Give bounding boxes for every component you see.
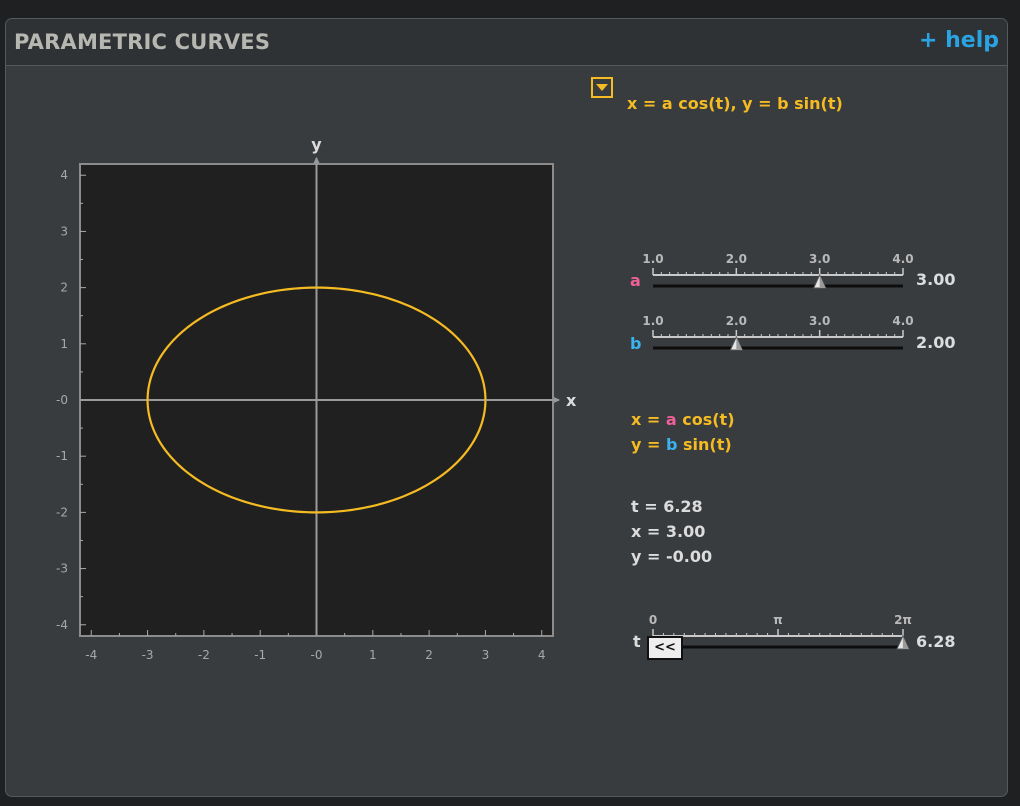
readout-y: y = -0.00 — [631, 547, 713, 566]
slider-t-tick-label: π — [773, 613, 783, 627]
readout-t: t = 6.28 — [631, 497, 703, 516]
slider-b-tick-label: 1.0 — [642, 314, 663, 328]
slider-a-tick-label: 1.0 — [642, 252, 663, 266]
x-tick-label: -1 — [254, 648, 266, 662]
y-tick-label: -2 — [56, 505, 68, 519]
readout-x: x = 3.00 — [631, 522, 706, 541]
slider-b-label: b — [630, 334, 642, 353]
slider-a-value: 3.00 — [916, 270, 956, 289]
slider-t-value: 6.28 — [916, 632, 956, 651]
title-bar: PARAMETRIC CURVES + help — [6, 19, 1007, 66]
formula-x: x = a cos(t) — [631, 410, 735, 429]
slider-t-tick-label: 2π — [894, 613, 912, 627]
x-axis-label: x — [566, 391, 577, 410]
slider-b-tick-label: 2.0 — [726, 314, 747, 328]
y-tick-label: -0 — [56, 393, 68, 407]
y-tick-label: 4 — [60, 168, 68, 182]
y-tick-label: -4 — [56, 618, 68, 632]
y-tick-label: 1 — [60, 337, 68, 351]
equation-selector-label[interactable]: x = a cos(t), y = b sin(t) — [627, 94, 843, 113]
slider-b-tick-label: 4.0 — [892, 314, 913, 328]
y-tick-label: -3 — [56, 562, 68, 576]
slider-a-tick-label: 2.0 — [726, 252, 747, 266]
x-tick-label: 2 — [425, 648, 433, 662]
slider-a-tick-label: 4.0 — [892, 252, 913, 266]
slider-t-thumb-shade — [902, 636, 909, 649]
parametric-curve — [146, 286, 487, 514]
y-axis-arrow-icon — [313, 157, 320, 163]
slider-a-tick-label: 3.0 — [809, 252, 830, 266]
formula-y: y = b sin(t) — [631, 435, 732, 454]
formula-x-prefix: x = — [631, 410, 666, 429]
x-tick-label: 1 — [369, 648, 377, 662]
x-tick-label: -4 — [85, 648, 97, 662]
x-tick-label: -2 — [198, 648, 210, 662]
app-title: PARAMETRIC CURVES — [14, 30, 271, 54]
y-tick-label: -1 — [56, 449, 68, 463]
x-tick-label: 4 — [538, 648, 546, 662]
equation-dropdown-icon[interactable] — [591, 77, 613, 98]
slider-t-tick-label: 0 — [649, 613, 657, 627]
formula-y-param: b — [665, 435, 678, 454]
formula-y-prefix: y = — [631, 435, 666, 454]
help-link[interactable]: + help — [919, 28, 999, 53]
x-tick-label: -0 — [311, 648, 323, 662]
y-axis-label: y — [311, 135, 322, 154]
formula-x-param: a — [665, 410, 677, 429]
formula-y-suffix: sin(t) — [677, 435, 732, 454]
x-axis-arrow-icon — [554, 397, 560, 403]
slider-t-label: t — [633, 632, 641, 651]
x-tick-label: -3 — [142, 648, 154, 662]
x-tick-label: 3 — [482, 648, 490, 662]
slider-b-value: 2.00 — [916, 333, 956, 352]
rewind-button[interactable]: << — [647, 636, 683, 660]
y-tick-label: 3 — [60, 224, 68, 238]
formula-x-suffix: cos(t) — [676, 410, 735, 429]
slider-b-thumb-shade — [736, 337, 743, 350]
slider-a-thumb-shade — [819, 275, 826, 288]
y-tick-label: 2 — [60, 281, 68, 295]
slider-b-tick-label: 3.0 — [809, 314, 830, 328]
slider-a-label: a — [630, 271, 641, 290]
